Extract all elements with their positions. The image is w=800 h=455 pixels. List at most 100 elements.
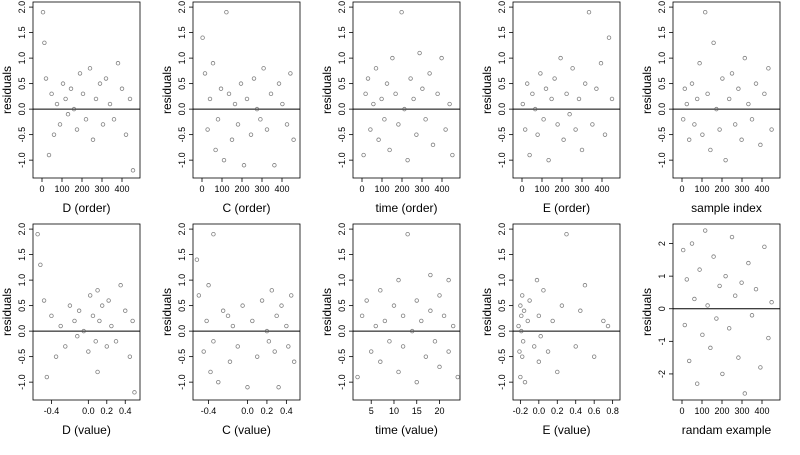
x-tick-label: 300 xyxy=(574,184,589,194)
point xyxy=(221,157,227,163)
point xyxy=(227,359,233,364)
point xyxy=(570,66,575,71)
y-tick-label: 1.5 xyxy=(17,26,27,39)
point xyxy=(76,308,82,313)
x-tick-label: 400 xyxy=(754,406,769,416)
y-axis-label: residuals xyxy=(0,66,14,114)
point xyxy=(35,232,40,237)
x-tick-label: 0.4 xyxy=(119,406,132,416)
y-tick-label: -1 xyxy=(657,337,667,345)
y-axis-label: residuals xyxy=(480,66,494,114)
x-axis-label: C (value) xyxy=(222,423,271,437)
point xyxy=(579,147,585,153)
y-tick-label: 1.5 xyxy=(337,248,347,261)
x-tick-label: 100 xyxy=(54,184,69,194)
y-tick-label: 2.0 xyxy=(337,1,347,14)
point xyxy=(396,369,401,375)
x-axis-label: C (order) xyxy=(222,201,270,215)
x-tick-label: 300 xyxy=(94,184,109,194)
point xyxy=(200,35,205,40)
y-tick-label: 1.5 xyxy=(497,26,507,39)
point xyxy=(437,293,442,298)
point xyxy=(204,318,209,324)
x-tick-label: 0.4 xyxy=(569,406,582,416)
point xyxy=(211,232,216,237)
point xyxy=(268,91,274,97)
point xyxy=(266,339,272,344)
point xyxy=(703,10,708,15)
point xyxy=(107,101,113,107)
y-tick-label: -1.0 xyxy=(177,374,187,390)
point xyxy=(414,132,419,137)
point xyxy=(455,374,460,380)
x-tick-label: 0.0 xyxy=(241,406,254,416)
y-tick-label: 0.0 xyxy=(657,103,667,116)
x-tick-label: 100 xyxy=(694,406,709,416)
point xyxy=(519,313,524,319)
point xyxy=(749,313,755,318)
y-tick-label: 2.0 xyxy=(177,223,187,236)
point xyxy=(758,142,763,148)
point xyxy=(119,86,125,91)
y-tick-label: 1.0 xyxy=(17,274,27,287)
point xyxy=(49,313,54,319)
x-tick-label: 100 xyxy=(214,184,229,194)
point xyxy=(208,369,213,375)
point xyxy=(284,122,290,127)
point xyxy=(240,303,245,308)
point xyxy=(717,127,722,132)
y-tick-label: -0.5 xyxy=(177,127,187,143)
point xyxy=(727,96,732,102)
point xyxy=(60,81,66,86)
point xyxy=(739,280,744,285)
point xyxy=(692,296,697,302)
point xyxy=(714,316,719,321)
point xyxy=(564,232,569,237)
point xyxy=(727,326,732,331)
point xyxy=(93,339,98,344)
x-tick-label: 0 xyxy=(199,184,204,194)
y-tick-label: 2.0 xyxy=(497,1,507,14)
point xyxy=(244,96,250,102)
point xyxy=(567,112,572,117)
x-axis-label: E (order) xyxy=(543,201,590,215)
point xyxy=(104,344,109,349)
y-tick-label: 0.0 xyxy=(497,325,507,338)
point xyxy=(250,318,255,324)
point xyxy=(115,61,121,66)
point xyxy=(441,313,447,319)
point xyxy=(762,91,767,97)
point xyxy=(533,106,538,112)
point xyxy=(561,137,566,142)
point xyxy=(364,298,369,303)
point xyxy=(400,344,406,349)
point xyxy=(400,313,406,319)
point xyxy=(697,61,702,66)
point xyxy=(430,142,436,148)
y-tick-label: 2.0 xyxy=(657,1,667,14)
point xyxy=(261,66,266,71)
point xyxy=(130,168,136,173)
point xyxy=(264,127,270,132)
point xyxy=(207,96,213,102)
y-tick-label: 0.5 xyxy=(497,77,507,90)
point xyxy=(520,293,525,298)
point xyxy=(87,66,93,71)
point xyxy=(534,277,540,283)
point xyxy=(692,122,697,127)
point xyxy=(248,132,254,137)
point xyxy=(687,358,692,364)
point xyxy=(210,61,216,66)
point xyxy=(387,147,392,153)
point xyxy=(213,147,218,153)
y-tick-label: 2.0 xyxy=(497,223,507,236)
point xyxy=(232,101,238,107)
y-tick-label: -1.0 xyxy=(17,374,27,390)
point xyxy=(522,379,528,385)
point xyxy=(272,163,277,168)
x-axis-label: D (value) xyxy=(62,423,111,437)
y-tick-label: 1.5 xyxy=(17,248,27,261)
point xyxy=(276,81,282,86)
point xyxy=(371,101,376,107)
y-tick-label: -1.0 xyxy=(337,374,347,390)
